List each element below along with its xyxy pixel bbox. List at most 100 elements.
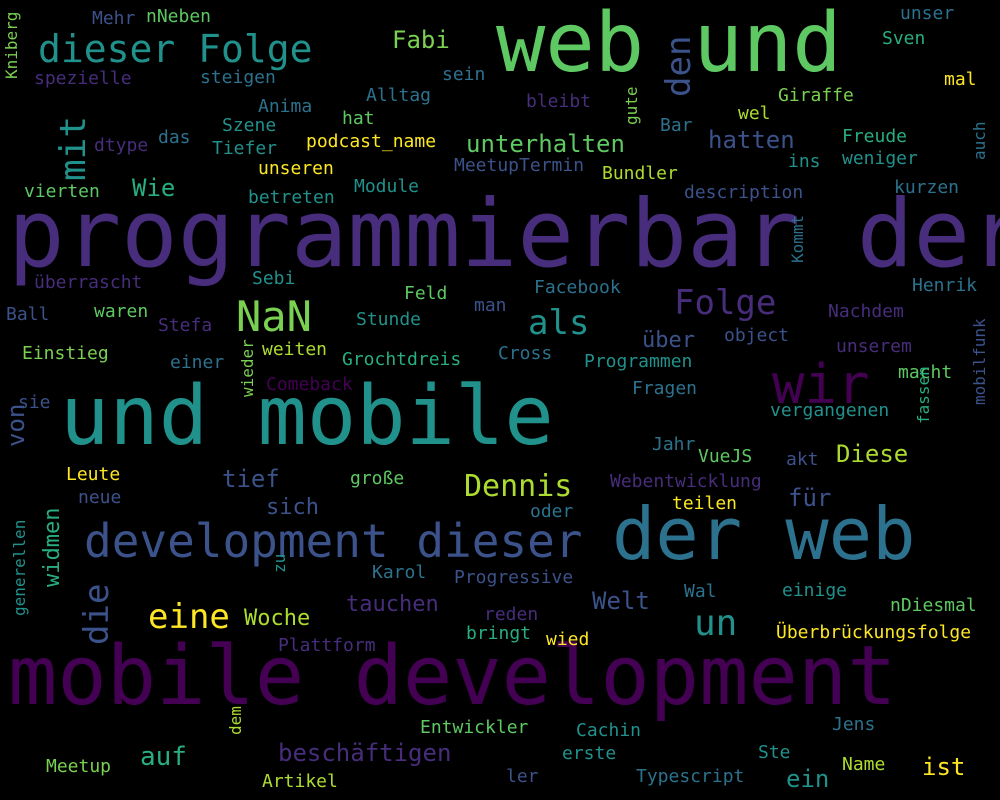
word-jahr: Jahr: [652, 434, 696, 455]
word-nachdem: Nachdem: [828, 301, 904, 322]
word-wie: Wie: [132, 174, 176, 202]
word-henrik: Henrik: [912, 275, 978, 296]
word-macht: macht: [898, 362, 953, 383]
word-ste: Ste: [758, 742, 791, 763]
word-ueberbrueckungsfolge: Überbrückungsfolge: [776, 622, 972, 643]
word-module: Module: [354, 176, 420, 197]
word-freude: Freude: [842, 126, 908, 147]
word-fragen: Fragen: [632, 378, 698, 399]
word-wir: wir: [772, 353, 870, 416]
word-ein: ein: [786, 765, 830, 793]
word-unserem: unserem: [836, 336, 912, 357]
word-weniger: weniger: [842, 148, 918, 169]
word-ins: ins: [788, 151, 821, 172]
word-auch: auch: [970, 121, 989, 160]
word-oder: oder: [530, 501, 574, 522]
word-typescript: Typescript: [636, 766, 745, 787]
word-unterhalten: unterhalten: [466, 130, 625, 158]
word-kommt: Kommt: [788, 215, 807, 264]
word-mal: mal: [944, 69, 977, 90]
word-ueber: über: [642, 328, 695, 353]
word-einer: einer: [170, 352, 225, 373]
word-grosse: große: [350, 468, 405, 489]
word-jens: Jens: [832, 714, 876, 735]
word-wal: Wal: [684, 581, 717, 602]
word-einstieg: Einstieg: [22, 343, 109, 364]
word-nan: NaN: [236, 292, 312, 341]
word-programmierbar-der: programmierbar der: [8, 180, 1000, 289]
word-einige: einige: [782, 580, 848, 601]
word-giraffe: Giraffe: [778, 85, 854, 106]
word-mobilfunk: mobilfunk: [970, 318, 989, 405]
word-entwickler: Entwickler: [420, 717, 529, 738]
word-welt: Welt: [592, 587, 650, 615]
word-hat: hat: [342, 108, 375, 129]
word-tauchen: tauchen: [346, 592, 439, 617]
word-das: das: [158, 127, 191, 148]
word-dem: dem: [226, 706, 245, 735]
word-kurzen: kurzen: [894, 177, 960, 198]
word-cross: Cross: [498, 343, 553, 364]
word-ball: Ball: [6, 304, 50, 325]
word-meetuptermin: MeetupTermin: [454, 155, 585, 176]
word-steigen: steigen: [200, 67, 276, 88]
word-plattform: Plattform: [278, 635, 376, 656]
word-tief: tief: [222, 465, 280, 493]
word-dieser-folge: dieser Folge: [38, 27, 313, 71]
word-gute: gute: [622, 86, 641, 125]
word-mobile-development: mobile development: [8, 629, 897, 724]
word-vergangenen: vergangenen: [770, 400, 890, 421]
word-webentwicklung: Webentwicklung: [610, 471, 762, 492]
word-description: description: [684, 182, 804, 203]
word-nneben: nNeben: [146, 6, 212, 27]
word-sven: Sven: [882, 28, 926, 49]
word-wied: wied: [546, 629, 590, 650]
word-ueberrascht: überrascht: [34, 272, 143, 293]
word-alltag: Alltag: [366, 85, 432, 106]
word-neue: neue: [78, 487, 122, 508]
word-feld: Feld: [404, 283, 448, 304]
word-hatten: hatten: [708, 126, 795, 154]
word-facebook: Facebook: [534, 277, 621, 298]
word-den: den: [659, 36, 699, 98]
word-szene: Szene: [222, 115, 277, 136]
word-anima: Anima: [258, 96, 313, 117]
word-bar: Bar: [660, 115, 693, 136]
word-unseren: unseren: [258, 158, 334, 179]
word-fabi: Fabi: [392, 26, 450, 54]
word-wieder: wieder: [238, 339, 257, 397]
word-kniberg: Kniberg: [2, 12, 21, 80]
word-erste: erste: [562, 743, 617, 764]
word-man: man: [474, 295, 507, 316]
word-stunde: Stunde: [356, 309, 422, 330]
word-un: un: [694, 603, 738, 644]
word-progressive: Progressive: [454, 567, 574, 588]
word-als: als: [528, 303, 590, 343]
word-der-web: der web: [612, 492, 916, 576]
word-auf: auf: [140, 742, 187, 772]
word-reden: reden: [484, 604, 539, 625]
word-sebi: Sebi: [252, 268, 296, 289]
word-ndiesmal: nDiesmal: [890, 595, 977, 616]
word-bringt: bringt: [466, 623, 532, 644]
word-name: Name: [842, 754, 886, 775]
word-widmen: widmen: [40, 508, 65, 588]
word-comeback: Comeback: [266, 374, 353, 395]
word-development-dieser: development dieser: [84, 514, 583, 568]
word-die: die: [77, 584, 117, 646]
word-meetup: Meetup: [46, 756, 112, 777]
word-woche: Woche: [244, 606, 311, 631]
word-object: object: [724, 325, 790, 346]
word-eine: eine: [148, 597, 230, 637]
word-weiten: weiten: [262, 339, 328, 360]
word-teilen: teilen: [672, 493, 738, 514]
word-ist: ist: [922, 753, 966, 781]
word-sich: sich: [266, 495, 319, 520]
word-grochtdreis: Grochtdreis: [342, 349, 462, 370]
word-waren: waren: [94, 301, 149, 322]
word-generellen: generellen: [10, 520, 29, 617]
word-bundler: Bundler: [602, 163, 678, 184]
word-spezielle: spezielle: [34, 68, 132, 89]
word-web-und: web und: [496, 0, 842, 91]
